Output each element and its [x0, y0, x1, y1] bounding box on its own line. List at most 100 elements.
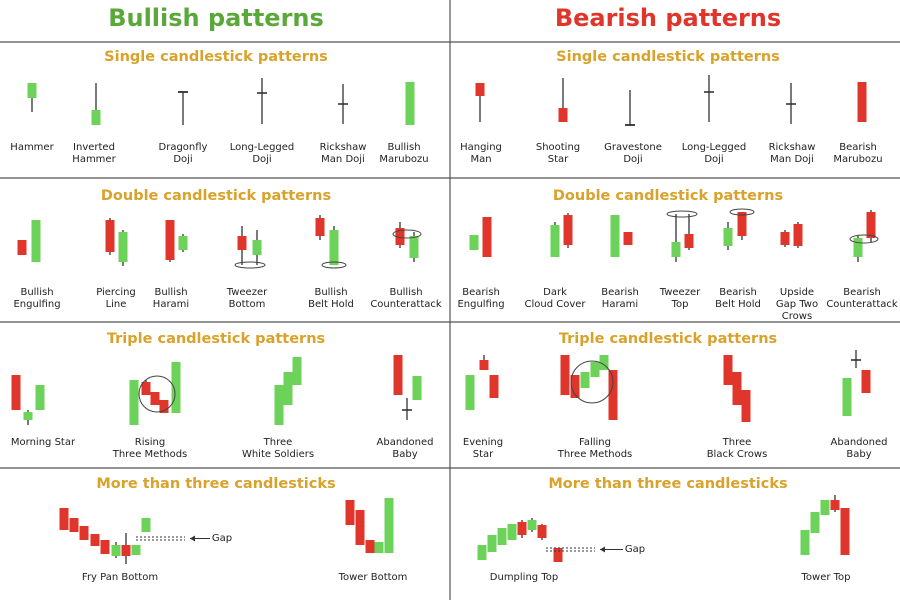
highlight-circle — [138, 375, 176, 413]
candle-body — [550, 225, 560, 257]
pattern-label: Dragonfly — [159, 142, 208, 153]
pattern-label: Long-Legged — [682, 142, 747, 153]
candle-body — [732, 372, 742, 405]
candle-body — [365, 540, 375, 553]
candle-body — [737, 212, 747, 236]
candle-body — [79, 526, 89, 540]
candle-body — [482, 217, 492, 257]
pattern-label: Marubozu — [379, 154, 428, 165]
highlight-ellipse — [666, 210, 698, 218]
pattern-label: Man Doji — [321, 154, 365, 165]
pattern-label: Belt Hold — [308, 299, 354, 310]
candle-body — [178, 236, 188, 250]
pattern-label: Bearish — [719, 287, 757, 298]
candle-body — [560, 355, 570, 395]
candle-body — [274, 385, 284, 425]
candle-body — [395, 228, 405, 245]
gap-label: Gap — [625, 544, 645, 555]
pattern-label: Top — [671, 299, 689, 310]
pattern-label: Doji — [252, 154, 271, 165]
pattern-label: Bearish — [462, 287, 500, 298]
candle-body — [477, 545, 487, 560]
candle-body — [840, 508, 850, 555]
candle-body — [671, 242, 681, 257]
candle-body — [35, 385, 45, 410]
candle-body — [118, 232, 128, 262]
pattern-label: Three Methods — [557, 449, 633, 460]
pattern-label: Hammer — [72, 154, 116, 165]
highlight-ellipse — [321, 261, 347, 269]
pattern-label: Baby — [392, 449, 417, 460]
pattern-label: Counterattack — [826, 299, 898, 310]
pattern-label: Tweezer — [659, 287, 701, 298]
section-title: Triple candlestick patterns — [107, 331, 325, 347]
bullish-title: Bullish patterns — [108, 4, 324, 32]
pattern-label: Black Crows — [707, 449, 768, 460]
candle-body — [27, 83, 37, 98]
pattern-label: Star — [473, 449, 494, 460]
pattern-label: Bullish — [389, 287, 422, 298]
section-title: Double candlestick patterns — [101, 188, 331, 204]
pattern-label: Counterattack — [370, 299, 442, 310]
candle-body — [91, 110, 101, 125]
pattern-label: Doji — [623, 154, 642, 165]
pattern-label: Morning Star — [11, 437, 76, 448]
candle-body — [723, 228, 733, 246]
candle-body — [590, 362, 600, 377]
candle-body — [507, 524, 517, 540]
candle-body — [465, 375, 475, 410]
pattern-label: Doji — [704, 154, 723, 165]
candle-body — [558, 108, 568, 122]
candle-body — [475, 83, 485, 96]
candle-body — [537, 525, 547, 538]
candle-body — [497, 528, 507, 545]
candle-body — [570, 375, 580, 398]
candle-body — [857, 82, 867, 122]
pattern-label: Harami — [602, 299, 638, 310]
candle-body — [527, 520, 537, 530]
pattern-label: Marubozu — [833, 154, 882, 165]
candle-body — [17, 240, 27, 255]
gap-arrowhead — [600, 546, 605, 553]
pattern-label: Falling — [579, 437, 611, 448]
pattern-label: Harami — [153, 299, 189, 310]
candle-body — [723, 355, 733, 385]
section-title: More than three candlesticks — [548, 476, 787, 492]
pattern-label: Engulfing — [13, 299, 60, 310]
highlight-ellipse — [729, 208, 755, 216]
candle-body — [553, 548, 563, 562]
candle-body — [329, 230, 339, 265]
pattern-label: Fry Pan Bottom — [82, 572, 158, 583]
candle-body — [315, 218, 325, 236]
candle-body — [355, 510, 365, 545]
pattern-label: Three Methods — [112, 449, 188, 460]
section-title: Triple candlestick patterns — [559, 331, 777, 347]
candle-body — [23, 412, 33, 420]
candle-body — [810, 512, 820, 533]
candle-body — [283, 372, 293, 405]
candle-body — [741, 390, 751, 422]
section-title: Double candlestick patterns — [553, 188, 783, 204]
pattern-label: Dark — [543, 287, 567, 298]
section-title: Single candlestick patterns — [556, 49, 780, 65]
candle-body — [31, 220, 41, 262]
candle-body — [11, 375, 21, 410]
section-title: More than three candlesticks — [96, 476, 335, 492]
candle-body — [237, 236, 247, 250]
pattern-label: White Soldiers — [242, 449, 314, 460]
pattern-label: Dumpling Top — [490, 572, 558, 583]
pattern-label: Inverted — [73, 142, 115, 153]
candle-body — [479, 360, 489, 370]
candle-body — [599, 355, 609, 370]
candle-body — [469, 235, 479, 250]
pattern-label: Tower Top — [800, 572, 850, 583]
pattern-label: Rising — [135, 437, 165, 448]
candle-body — [830, 500, 840, 510]
pattern-label: Abandoned — [377, 437, 434, 448]
candle-body — [866, 212, 876, 238]
candle-body — [171, 362, 181, 413]
candle-body — [131, 545, 141, 555]
pattern-label: Line — [106, 299, 127, 310]
pattern-label: Man — [470, 154, 491, 165]
candle-body — [384, 498, 394, 553]
